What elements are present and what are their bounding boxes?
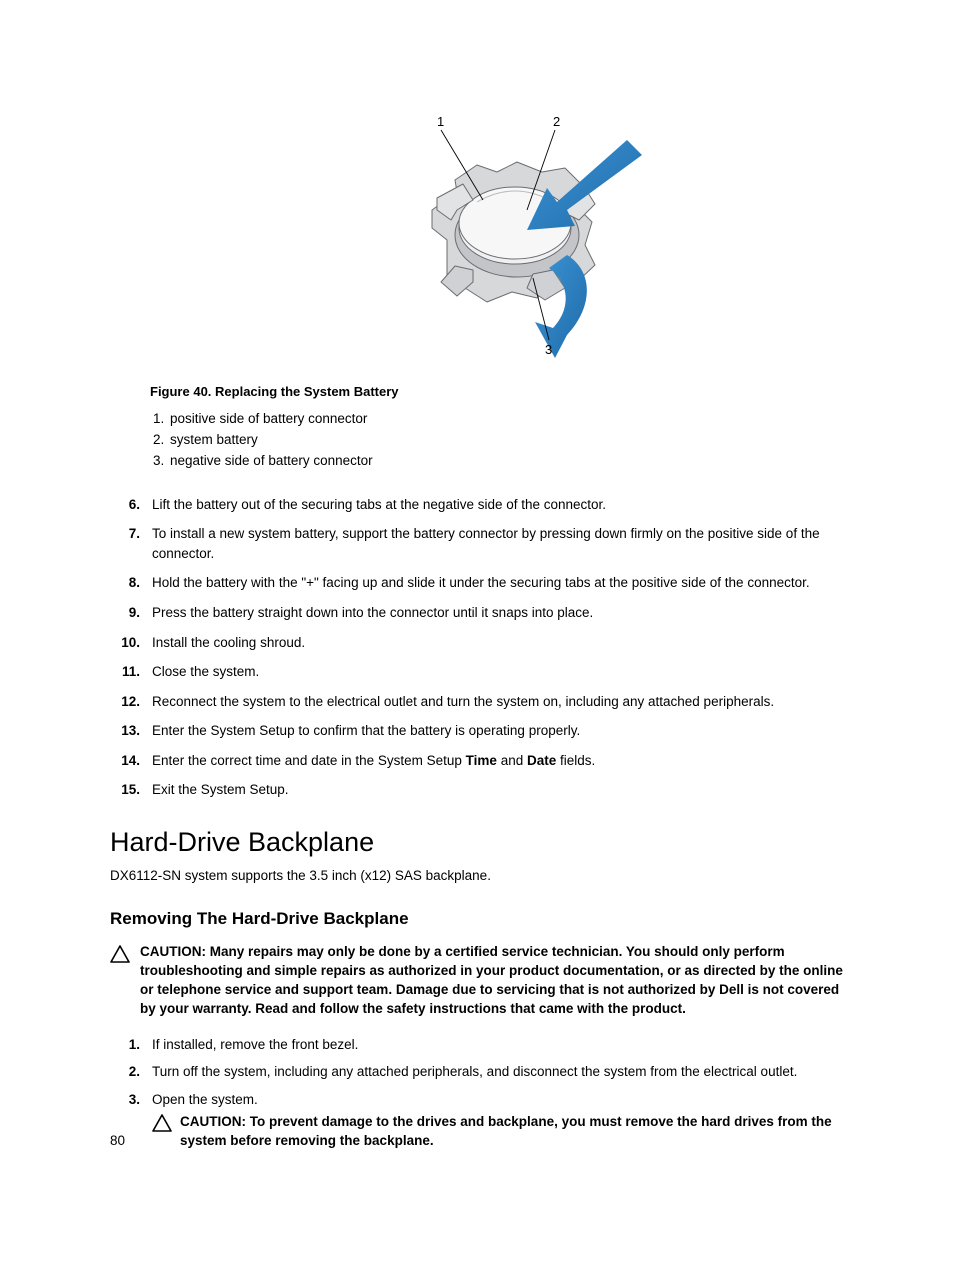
- step-text: Close the system.: [152, 662, 854, 682]
- step-item: 1. If installed, remove the front bezel.: [110, 1031, 854, 1059]
- step-number: 7.: [110, 524, 152, 563]
- step-number: 14.: [110, 751, 152, 771]
- step-item: 2. Turn off the system, including any at…: [110, 1058, 854, 1086]
- step-number: 15.: [110, 780, 152, 800]
- figure-caption: Figure 40. Replacing the System Battery: [150, 384, 399, 399]
- figure-block: 1 2 3 Figure 40. Replacing the System Ba…: [110, 110, 854, 490]
- step-body: Open the system. CAUTION: To prevent dam…: [152, 1090, 854, 1151]
- step-text: Lift the battery out of the securing tab…: [152, 495, 854, 515]
- subsection-steps: 1. If installed, remove the front bezel.…: [110, 1031, 854, 1155]
- step-text: Hold the battery with the "+" facing up …: [152, 573, 854, 593]
- caution-text: CAUTION: To prevent damage to the drives…: [180, 1113, 854, 1151]
- step-number: 11.: [110, 662, 152, 682]
- step-text: Turn off the system, including any attac…: [152, 1062, 854, 1082]
- figure-callout-1: 1: [437, 114, 444, 129]
- figure-legend-item: system battery: [168, 430, 373, 451]
- caution-icon: [110, 943, 140, 1019]
- step-text: Open the system.: [152, 1092, 258, 1107]
- caution-icon: [152, 1113, 180, 1151]
- step-item: 12. Reconnect the system to the electric…: [110, 687, 854, 717]
- step-item: 15. Exit the System Setup.: [110, 775, 854, 805]
- section-heading: Hard-Drive Backplane: [110, 827, 854, 858]
- step-number: 13.: [110, 721, 152, 741]
- step-text: Reconnect the system to the electrical o…: [152, 692, 854, 712]
- step-item: 8. Hold the battery with the "+" facing …: [110, 568, 854, 598]
- step-number: 2.: [110, 1062, 152, 1082]
- figure-legend-item: negative side of battery connector: [168, 451, 373, 472]
- page-number: 80: [110, 1133, 125, 1148]
- step-item: 14. Enter the correct time and date in t…: [110, 746, 854, 776]
- document-page: 1 2 3 Figure 40. Replacing the System Ba…: [0, 0, 954, 1268]
- step-number: 1.: [110, 1035, 152, 1055]
- step-number: 8.: [110, 573, 152, 593]
- step-text: To install a new system battery, support…: [152, 524, 854, 563]
- step-item: 6. Lift the battery out of the securing …: [110, 490, 854, 520]
- figure-callout-2: 2: [553, 114, 560, 129]
- step-text: Enter the System Setup to confirm that t…: [152, 721, 854, 741]
- step-text: Exit the System Setup.: [152, 780, 854, 800]
- figure-legend-item: positive side of battery connector: [168, 409, 373, 430]
- step-number: 9.: [110, 603, 152, 623]
- subsection-heading: Removing The Hard-Drive Backplane: [110, 909, 854, 929]
- step-text: Press the battery straight down into the…: [152, 603, 854, 623]
- step-item: 9. Press the battery straight down into …: [110, 598, 854, 628]
- procedure-steps: 6. Lift the battery out of the securing …: [110, 490, 854, 805]
- figure-legend: positive side of battery connector syste…: [150, 409, 373, 472]
- figure-illustration: 1 2 3: [377, 110, 647, 370]
- step-item: 3. Open the system. CAUTION: To prevent …: [110, 1086, 854, 1155]
- step-item: 7. To install a new system battery, supp…: [110, 519, 854, 568]
- caution-block: CAUTION: To prevent damage to the drives…: [152, 1113, 854, 1151]
- step-item: 10. Install the cooling shroud.: [110, 628, 854, 658]
- step-text: Install the cooling shroud.: [152, 633, 854, 653]
- step-item: 11. Close the system.: [110, 657, 854, 687]
- step-number: 12.: [110, 692, 152, 712]
- step-number: 10.: [110, 633, 152, 653]
- figure-callout-3: 3: [545, 342, 552, 357]
- caution-text: CAUTION: Many repairs may only be done b…: [140, 943, 854, 1019]
- caution-block: CAUTION: Many repairs may only be done b…: [110, 943, 854, 1019]
- step-text: If installed, remove the front bezel.: [152, 1035, 854, 1055]
- step-number: 6.: [110, 495, 152, 515]
- step-item: 13. Enter the System Setup to confirm th…: [110, 716, 854, 746]
- section-intro: DX6112-SN system supports the 3.5 inch (…: [110, 868, 854, 883]
- step-text: Enter the correct time and date in the S…: [152, 751, 854, 771]
